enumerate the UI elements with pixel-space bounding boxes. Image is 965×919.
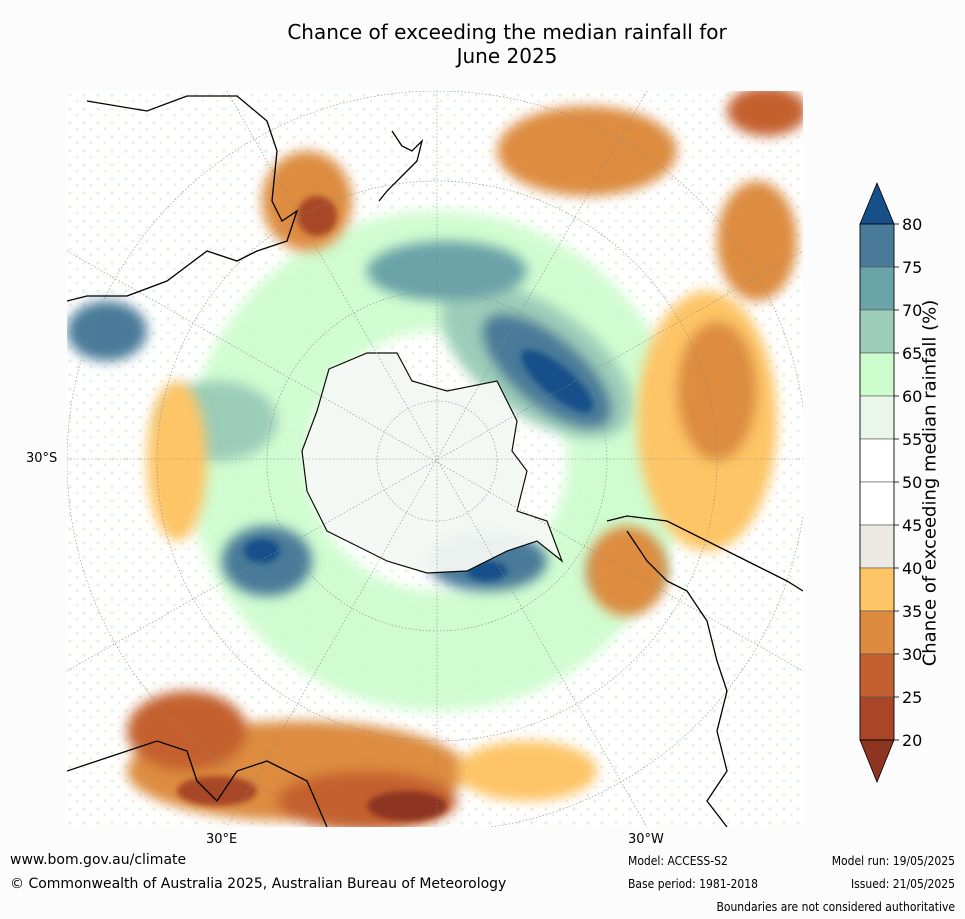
colorbar-band — [859, 223, 895, 268]
colorbar: 80 75 70 65 60 55 50 45 40 35 30 25 20 — [840, 180, 960, 790]
dry-zones — [127, 91, 803, 827]
footer-url[interactable]: www.bom.gov.au/climate — [10, 852, 187, 868]
label-30w: 30°W — [628, 832, 664, 847]
coastlines — [67, 95, 803, 827]
colorbar-band — [859, 567, 895, 612]
colorbar-band — [859, 395, 895, 440]
wet-core — [244, 349, 593, 581]
colorbar-arrow-bottom — [859, 739, 895, 784]
footer-model: Model: ACCESS-S2 — [628, 854, 728, 868]
colorbar-tick-label: 50 — [902, 473, 922, 492]
colorbar-tick-label: 30 — [902, 645, 922, 664]
footer-copyright: © Commonwealth of Australia 2025, Austra… — [10, 876, 507, 892]
colorbar-band — [859, 696, 895, 741]
colorbar-band — [859, 653, 895, 698]
colorbar-arrow-top — [859, 181, 895, 225]
colorbar-band — [859, 352, 895, 397]
colorbar-band — [859, 266, 895, 311]
colorbar-band — [859, 524, 895, 569]
colorbar-tick-label: 45 — [902, 516, 922, 535]
dry-core — [177, 196, 447, 821]
colorbar-tick-label: 20 — [902, 731, 922, 750]
rainfall-probability-map — [67, 91, 803, 827]
africa-coast — [67, 740, 328, 827]
colorbar-tick-label: 25 — [902, 688, 922, 707]
colorbar-band — [859, 481, 895, 526]
colorbar-band — [859, 309, 895, 354]
map-title: Chance of exceeding the median rainfall … — [200, 20, 814, 68]
footer-model-run: Model run: 19/05/2025 — [831, 854, 955, 868]
colorbar-tick-label: 80 — [902, 215, 922, 234]
colorbar-tick-label: 65 — [902, 344, 922, 363]
graticule — [67, 91, 803, 827]
label-30s: 30°S — [26, 451, 58, 466]
footer-base-period: Base period: 1981-2018 — [628, 877, 759, 891]
colorbar-band — [859, 438, 895, 483]
footer-issued: Issued: 21/05/2025 — [850, 877, 955, 891]
colorbar-tick-label: 40 — [902, 559, 922, 578]
colorbar-label: Chance of exceeding median rainfall (%) — [919, 299, 941, 667]
new-zealand-coast — [378, 130, 424, 202]
colorbar-band — [859, 610, 895, 655]
australia-coast — [67, 95, 299, 302]
title-line-1: Chance of exceeding the median rainfall … — [287, 20, 727, 44]
label-30e: 30°E — [206, 832, 238, 847]
colorbar-tick-label: 70 — [902, 301, 922, 320]
colorbar-tick-label: 55 — [902, 430, 922, 449]
colorbar-tick-label: 60 — [902, 387, 922, 406]
footer-disclaimer: Boundaries are not considered authoritat… — [716, 900, 955, 914]
colorbar-svg: 80 75 70 65 60 55 50 45 40 35 30 25 20 — [859, 181, 922, 784]
colorbar-tick-label: 35 — [902, 602, 922, 621]
title-line-2: June 2025 — [456, 44, 558, 68]
south-america-coast — [606, 515, 803, 827]
colorbar-tick-label: 75 — [902, 258, 922, 277]
map-svg — [67, 91, 803, 827]
